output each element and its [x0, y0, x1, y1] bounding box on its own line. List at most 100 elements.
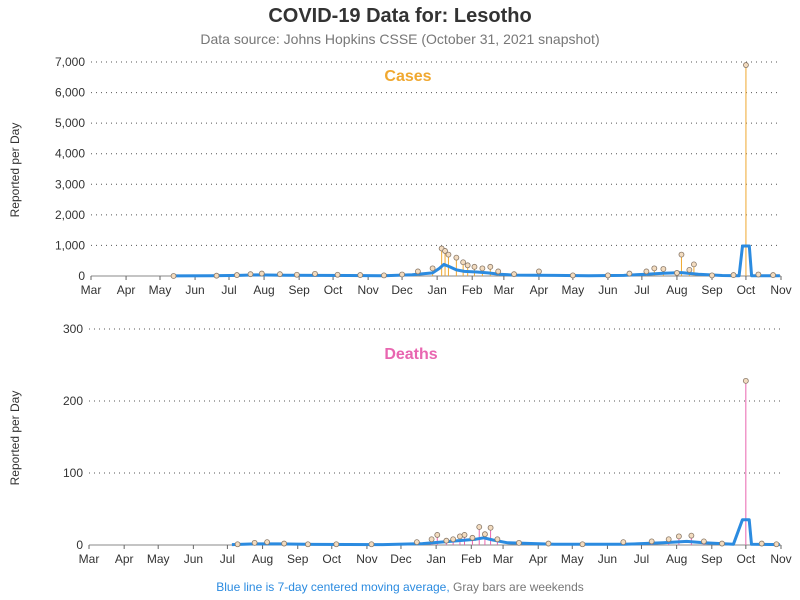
deaths-x-tick-label: Mar: [79, 552, 100, 566]
cases-y-axis-label: Reported per Day: [8, 123, 22, 218]
deaths-daily-point: [742, 377, 749, 384]
cases-daily-point: [464, 262, 471, 269]
cases-y-tick-label: 3,000: [55, 177, 85, 191]
cases-daily-point: [277, 271, 283, 278]
deaths-y-axis-label: Reported per Day: [8, 391, 22, 486]
deaths-x-tick-label: Feb: [461, 552, 482, 566]
cases-daily-point: [293, 271, 300, 278]
cases-daily-point: [429, 265, 436, 272]
cases-daily-point: [415, 268, 421, 275]
cases-daily-point: [170, 273, 177, 279]
deaths-x-tick-label: Apr: [115, 552, 134, 566]
cases-x-tick-label: Apr: [117, 283, 136, 297]
deaths-x-tick-label: Oct: [322, 552, 341, 566]
deaths-x-tick-label: May: [147, 552, 170, 566]
cases-y-tick-label: 6,000: [55, 86, 85, 100]
deaths-x-tick-label: Nov: [770, 552, 791, 566]
deaths-x-tick-label: Sep: [287, 552, 309, 566]
deaths-daily-point: [719, 540, 725, 547]
cases-daily-point: [234, 272, 240, 278]
deaths-daily-point: [700, 538, 707, 545]
deaths-daily-point: [428, 536, 435, 543]
cases-daily-point: [495, 268, 502, 275]
cases-x-tick-label: Jan: [427, 283, 446, 297]
deaths-y-tick-label: 200: [63, 394, 83, 408]
cases-daily-point: [471, 263, 478, 270]
deaths-daily-point: [494, 536, 501, 543]
cases-x-tick-label: Jul: [221, 283, 236, 297]
deaths-x-tick-label: Aug: [666, 552, 687, 566]
deaths-daily-point: [264, 539, 271, 546]
deaths-x-tick-label: Mar: [493, 552, 514, 566]
deaths-daily-point: [482, 531, 488, 538]
cases-x-tick-label: Dec: [391, 283, 412, 297]
deaths-daily-point: [469, 534, 476, 541]
cases-daily-point: [460, 259, 467, 266]
cases-y-tick-label: 0: [78, 269, 85, 283]
deaths-daily-point: [281, 540, 288, 547]
deaths-panel: Deaths Reported per Day 0 100 200 300 Mar Apr…: [8, 322, 792, 566]
cases-x-tick-label: Nov: [357, 283, 378, 297]
deaths-daily-point: [461, 532, 468, 538]
deaths-y-tick-label: 100: [63, 466, 83, 480]
cases-x-tick-label: Oct: [737, 283, 756, 297]
page-title: COVID-19 Data for: Lesotho: [268, 5, 532, 27]
cases-x-tick-label: May: [562, 283, 585, 297]
deaths-daily-point: [434, 532, 441, 538]
deaths-daily-point: [487, 524, 494, 531]
cases-daily-point: [643, 268, 650, 275]
cases-x-tick-label: Jul: [634, 283, 649, 297]
deaths-x-tick-label: Jul: [220, 552, 235, 566]
cases-daily-point: [511, 271, 517, 278]
deaths-panel-title: Deaths: [384, 346, 437, 363]
cases-daily-point: [381, 272, 387, 279]
cases-x-tick-label: Feb: [462, 283, 483, 297]
cases-x-tick-label: Mar: [494, 283, 515, 297]
deaths-x-tick-label: Apr: [529, 552, 548, 566]
footnote-moving-average: Blue line is 7-day centered moving avera…: [216, 580, 450, 594]
deaths-x-tick-label: Jul: [634, 552, 649, 566]
deaths-daily-point: [545, 540, 552, 547]
cases-daily-point: [755, 271, 762, 278]
deaths-daily-point: [333, 541, 340, 548]
cases-x-tick-label: Aug: [253, 283, 274, 297]
deaths-daily-point: [305, 541, 311, 548]
cases-x-tick-label: Apr: [530, 283, 549, 297]
cases-daily-point: [709, 272, 715, 279]
deaths-x-tick-label: Jan: [426, 552, 445, 566]
cases-daily-point: [674, 270, 680, 276]
cases-x-tick-label: Sep: [701, 283, 723, 297]
cases-panel: Cases Reported per Day 0 1,000 2,000 3,000 4…: [8, 55, 792, 297]
deaths-daily-point: [665, 536, 672, 543]
cases-daily-point: [691, 261, 697, 268]
cases-panel-title: Cases: [384, 68, 431, 85]
cases-daily-point: [399, 271, 405, 278]
cases-daily-point: [442, 248, 448, 254]
cases-daily-point: [678, 251, 685, 258]
cases-x-tick-label: Jun: [598, 283, 617, 297]
cases-daily-point: [569, 272, 576, 279]
deaths-daily-point: [620, 539, 627, 546]
cases-x-tick-label: May: [149, 283, 172, 297]
cases-x-tick-label: Nov: [770, 283, 791, 297]
cases-daily-point: [334, 271, 341, 278]
page-subtitle: Data source: Johns Hopkins CSSE (October…: [200, 31, 600, 47]
deaths-daily-point: [579, 541, 586, 548]
cases-daily-point: [770, 272, 776, 278]
cases-daily-point: [213, 272, 220, 279]
footnote: Blue line is 7-day centered moving avera…: [0, 580, 800, 594]
cases-y-tick-label: 5,000: [55, 116, 85, 130]
deaths-y-tick-label: 300: [63, 322, 83, 336]
cases-x-tick-label: Aug: [666, 283, 687, 297]
cases-daily-point: [357, 272, 364, 278]
deaths-x-tick-label: Sep: [701, 552, 723, 566]
cases-y-tick-label: 1,000: [55, 238, 85, 252]
deaths-daily-point: [516, 539, 522, 546]
deaths-x-tick-label: May: [561, 552, 584, 566]
cases-y-tick-label: 2,000: [55, 208, 85, 222]
deaths-moving-average-line: [231, 518, 780, 547]
deaths-x-tick-label: Oct: [736, 552, 755, 566]
deaths-daily-point: [773, 541, 780, 548]
cases-moving-average-line: [173, 244, 780, 278]
cases-daily-point: [743, 62, 749, 68]
